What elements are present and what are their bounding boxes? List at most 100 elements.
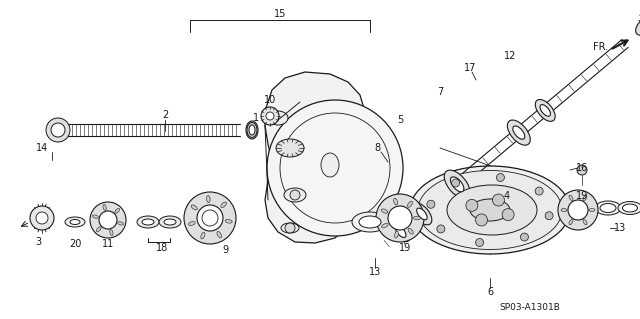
- Circle shape: [267, 100, 403, 236]
- Circle shape: [427, 200, 435, 208]
- Ellipse shape: [595, 201, 621, 215]
- Ellipse shape: [188, 222, 195, 226]
- Ellipse shape: [396, 226, 406, 237]
- Ellipse shape: [281, 223, 299, 233]
- Ellipse shape: [225, 219, 232, 223]
- Ellipse shape: [93, 215, 99, 218]
- Circle shape: [558, 190, 598, 230]
- Ellipse shape: [115, 208, 120, 213]
- Circle shape: [202, 210, 218, 226]
- Ellipse shape: [412, 203, 432, 225]
- Text: 7: 7: [437, 87, 443, 97]
- Circle shape: [388, 206, 412, 230]
- Circle shape: [452, 179, 460, 187]
- Ellipse shape: [561, 209, 567, 211]
- Ellipse shape: [97, 227, 101, 232]
- Ellipse shape: [109, 230, 113, 235]
- Circle shape: [476, 239, 484, 247]
- Ellipse shape: [392, 222, 410, 241]
- Ellipse shape: [118, 222, 124, 225]
- Circle shape: [36, 212, 48, 224]
- Circle shape: [30, 206, 54, 230]
- Circle shape: [184, 192, 236, 244]
- Text: 16: 16: [576, 163, 588, 173]
- Ellipse shape: [217, 232, 221, 238]
- Circle shape: [466, 199, 478, 211]
- Ellipse shape: [513, 126, 525, 139]
- Ellipse shape: [246, 121, 258, 139]
- Circle shape: [497, 174, 504, 182]
- Circle shape: [99, 211, 117, 229]
- Circle shape: [502, 209, 514, 221]
- Circle shape: [535, 187, 543, 195]
- Text: 12: 12: [504, 51, 516, 61]
- Text: 20: 20: [69, 239, 81, 249]
- Ellipse shape: [583, 195, 587, 201]
- Circle shape: [46, 118, 70, 142]
- Circle shape: [568, 200, 588, 220]
- Ellipse shape: [247, 122, 257, 137]
- Ellipse shape: [636, 14, 640, 35]
- Ellipse shape: [470, 199, 510, 221]
- Ellipse shape: [65, 217, 85, 227]
- Ellipse shape: [201, 232, 205, 239]
- Text: 18: 18: [156, 243, 168, 253]
- Ellipse shape: [359, 216, 381, 228]
- Ellipse shape: [418, 170, 562, 249]
- Ellipse shape: [381, 224, 388, 228]
- Ellipse shape: [394, 198, 397, 205]
- Text: 5: 5: [397, 115, 403, 125]
- Circle shape: [492, 194, 504, 206]
- Ellipse shape: [569, 219, 573, 225]
- Ellipse shape: [600, 204, 616, 212]
- Ellipse shape: [103, 204, 106, 210]
- Circle shape: [51, 123, 65, 137]
- Ellipse shape: [451, 177, 464, 192]
- Ellipse shape: [583, 219, 587, 225]
- Text: 17: 17: [464, 63, 476, 73]
- Circle shape: [261, 107, 279, 125]
- Ellipse shape: [249, 125, 255, 135]
- Circle shape: [437, 225, 445, 233]
- Ellipse shape: [417, 208, 427, 220]
- Circle shape: [545, 212, 553, 220]
- Ellipse shape: [352, 212, 388, 232]
- Circle shape: [376, 194, 424, 242]
- Text: SP03-A1301B: SP03-A1301B: [500, 303, 561, 313]
- Ellipse shape: [221, 202, 227, 208]
- Circle shape: [285, 223, 295, 233]
- Ellipse shape: [408, 201, 413, 207]
- Ellipse shape: [623, 204, 637, 212]
- Circle shape: [90, 202, 126, 238]
- Text: 9: 9: [222, 245, 228, 255]
- Ellipse shape: [321, 153, 339, 177]
- Circle shape: [476, 214, 488, 226]
- Polygon shape: [265, 72, 365, 243]
- Text: 1: 1: [253, 113, 259, 123]
- Circle shape: [520, 233, 529, 241]
- Text: 13: 13: [614, 223, 626, 233]
- Text: 8: 8: [374, 143, 380, 153]
- Circle shape: [266, 112, 274, 120]
- Ellipse shape: [618, 202, 640, 214]
- Text: 19: 19: [576, 191, 588, 201]
- Ellipse shape: [276, 139, 304, 157]
- Ellipse shape: [381, 209, 388, 213]
- Ellipse shape: [268, 111, 288, 125]
- Ellipse shape: [569, 195, 573, 201]
- Text: 10: 10: [264, 95, 276, 105]
- Ellipse shape: [191, 205, 197, 210]
- Circle shape: [290, 190, 300, 200]
- Text: 11: 11: [102, 239, 114, 249]
- Ellipse shape: [589, 209, 595, 211]
- Text: 14: 14: [36, 143, 48, 153]
- Text: 4: 4: [504, 191, 510, 201]
- Ellipse shape: [408, 228, 413, 234]
- Ellipse shape: [164, 219, 176, 225]
- Text: 19: 19: [399, 243, 411, 253]
- Text: 6: 6: [487, 287, 493, 297]
- Ellipse shape: [395, 231, 398, 238]
- Ellipse shape: [444, 170, 470, 199]
- Ellipse shape: [540, 105, 550, 116]
- Text: 2: 2: [162, 110, 168, 120]
